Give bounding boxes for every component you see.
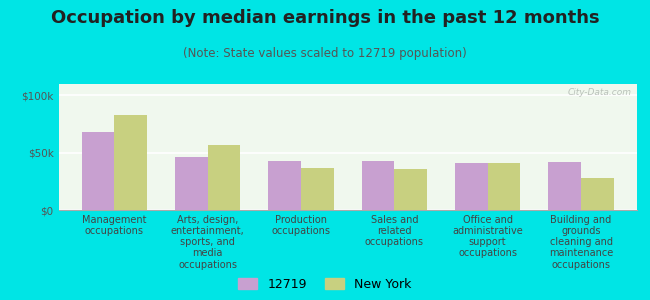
- Bar: [208, 145, 240, 210]
- Bar: [175, 157, 208, 210]
- Bar: [362, 161, 395, 210]
- Text: City-Data.com: City-Data.com: [567, 88, 631, 97]
- Bar: [395, 169, 427, 210]
- Bar: [455, 163, 488, 210]
- Text: Occupation by median earnings in the past 12 months: Occupation by median earnings in the pas…: [51, 9, 599, 27]
- Bar: [549, 162, 581, 210]
- Legend: 12719, New York: 12719, New York: [239, 278, 411, 291]
- Text: (Note: State values scaled to 12719 population): (Note: State values scaled to 12719 popu…: [183, 46, 467, 59]
- Bar: [488, 163, 521, 210]
- Bar: [268, 161, 301, 210]
- Bar: [82, 132, 114, 210]
- Bar: [301, 168, 333, 210]
- Bar: [581, 178, 614, 210]
- Bar: [114, 115, 147, 210]
